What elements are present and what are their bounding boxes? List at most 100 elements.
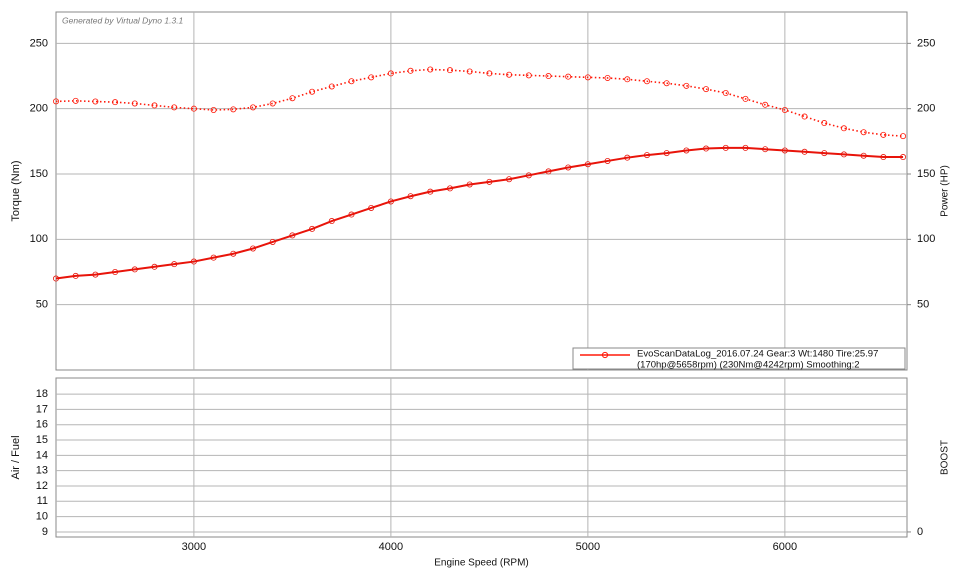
data-point <box>387 198 394 205</box>
data-point <box>703 145 710 152</box>
data-point <box>604 157 611 164</box>
data-point <box>466 68 473 75</box>
data-point <box>446 67 453 74</box>
y-tick-label: 50 <box>36 299 48 311</box>
y2-tick-label: 200 <box>917 103 935 115</box>
y-tick-label: 250 <box>30 37 48 49</box>
data-point <box>407 67 414 74</box>
legend-text: EvoScanDataLog_2016.07.24 Gear:3 Wt:1480… <box>637 349 878 360</box>
data-point <box>781 147 788 154</box>
data-point <box>821 150 828 157</box>
legend-marker <box>601 351 609 359</box>
data-point <box>309 225 316 232</box>
y2-tick-label: 150 <box>917 168 935 180</box>
data-point <box>663 80 670 87</box>
y-tick-label: 150 <box>30 168 48 180</box>
data-point <box>624 154 631 161</box>
y-axis-title: Torque (Nm) <box>10 160 22 221</box>
data-point <box>112 269 119 276</box>
data-point <box>131 100 138 107</box>
y-tick-label: 200 <box>30 103 48 115</box>
data-point <box>801 113 808 120</box>
data-point <box>72 97 79 104</box>
data-point <box>210 106 217 113</box>
data-point <box>171 261 178 268</box>
data-point <box>72 272 79 279</box>
y-axis-title: Air / Fuel <box>10 435 22 479</box>
data-point <box>309 88 316 95</box>
data-point <box>801 148 808 155</box>
data-point <box>53 98 60 105</box>
data-point <box>565 164 572 171</box>
data-point <box>762 101 769 108</box>
data-point <box>525 72 532 79</box>
data-point <box>269 100 276 107</box>
data-point <box>151 263 158 270</box>
data-point <box>92 98 99 105</box>
data-point <box>427 66 434 73</box>
data-point <box>112 99 119 106</box>
data-point <box>171 104 178 111</box>
x-tick-label: 5000 <box>576 541 600 553</box>
data-point <box>900 133 907 140</box>
plot-area <box>55 377 908 538</box>
data-point <box>604 74 611 81</box>
data-point <box>683 147 690 154</box>
series-line <box>55 68 904 137</box>
data-point <box>781 106 788 113</box>
legend: EvoScanDataLog_2016.07.24 Gear:3 Wt:1480… <box>572 347 906 371</box>
y-tick-label: 10 <box>36 511 48 523</box>
x-axis-title: Engine Speed (RPM) <box>434 558 529 569</box>
data-point <box>368 204 375 211</box>
data-point <box>387 70 394 77</box>
data-point <box>525 172 532 179</box>
data-point <box>742 144 749 151</box>
y-tick-label: 18 <box>36 388 48 400</box>
data-point <box>368 74 375 81</box>
y-tick-label: 13 <box>36 465 48 477</box>
data-point <box>722 90 729 97</box>
y-tick-label: 14 <box>36 449 48 461</box>
y2-tick-label: 250 <box>917 37 935 49</box>
data-point <box>880 131 887 138</box>
data-point <box>427 188 434 195</box>
data-point <box>328 83 335 90</box>
data-point <box>328 218 335 225</box>
data-point <box>446 185 453 192</box>
data-point <box>900 154 907 161</box>
data-point <box>151 102 158 109</box>
data-point <box>289 232 296 239</box>
series-line <box>55 146 904 280</box>
data-point <box>860 129 867 136</box>
data-point <box>545 73 552 80</box>
y2-axis-title: Power (HP) <box>940 165 951 217</box>
data-point <box>53 275 60 282</box>
data-point <box>545 168 552 175</box>
y2-tick-label: 50 <box>917 299 929 311</box>
data-point <box>486 70 493 77</box>
data-point <box>624 76 631 83</box>
data-point <box>506 71 513 78</box>
data-point <box>230 250 237 257</box>
data-point <box>840 151 847 158</box>
data-point <box>289 95 296 102</box>
data-point <box>348 78 355 85</box>
y-tick-label: 12 <box>36 480 48 492</box>
y-tick-label: 16 <box>36 419 48 431</box>
annotation: Generated by Virtual Dyno 1.3.1 <box>62 15 184 25</box>
data-point <box>643 78 650 85</box>
x-tick-label: 4000 <box>379 541 403 553</box>
plot-area <box>55 11 908 371</box>
data-point <box>722 144 729 151</box>
data-point <box>840 125 847 132</box>
data-point <box>703 86 710 93</box>
y-tick-label: 100 <box>30 233 48 245</box>
data-point <box>486 178 493 185</box>
y2-tick-label: 0 <box>917 526 923 538</box>
y2-axis-title: BOOST <box>940 440 951 475</box>
data-point <box>269 238 276 245</box>
data-point <box>762 146 769 153</box>
data-point <box>249 245 256 252</box>
data-point <box>466 181 473 188</box>
